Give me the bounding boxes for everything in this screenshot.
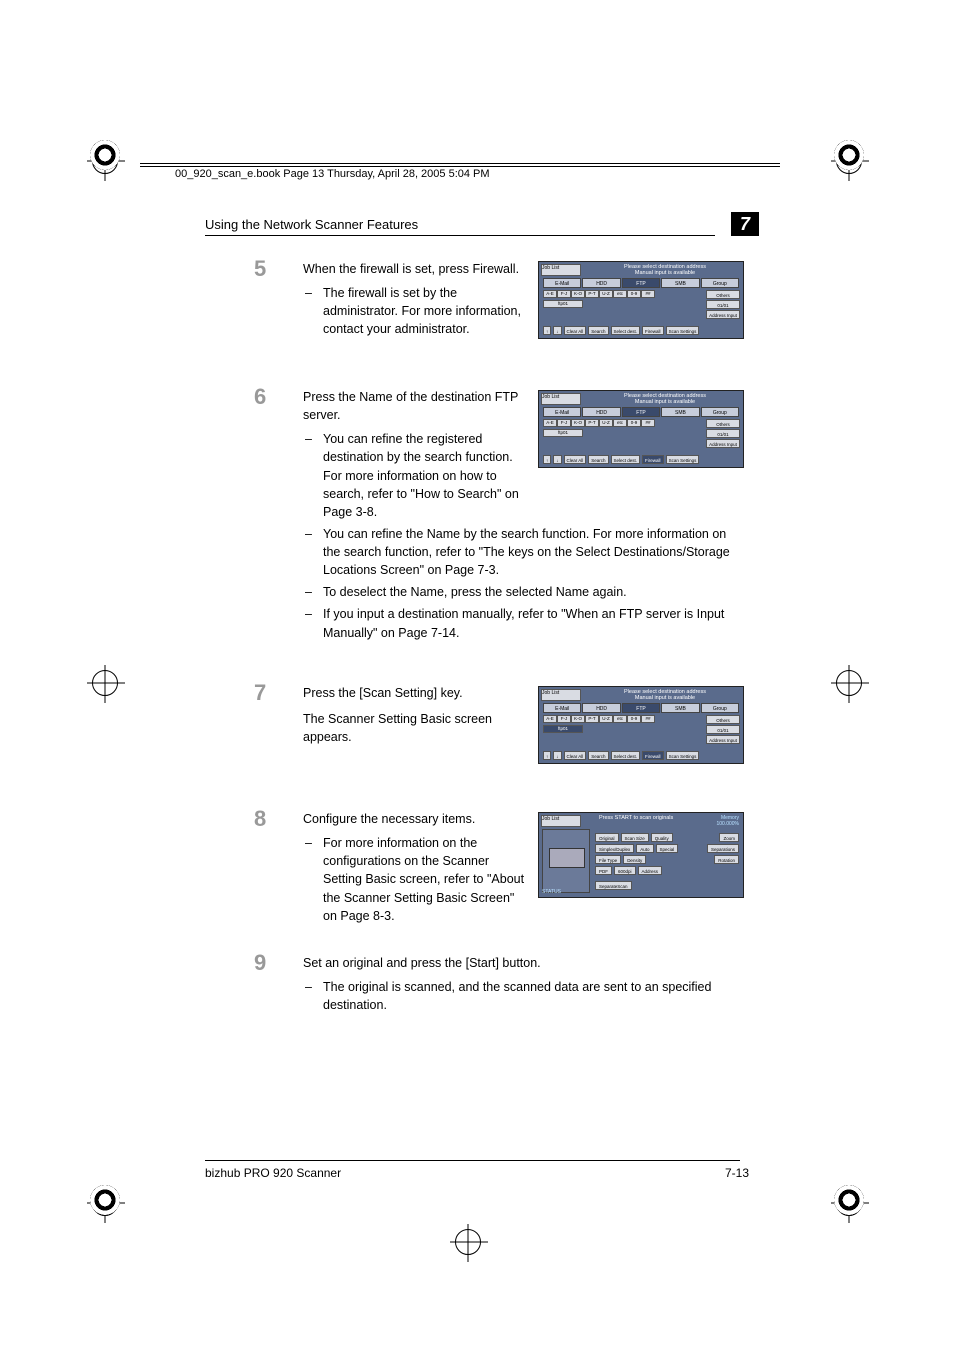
step-text-2: The Scanner Setting Basic screen appears… <box>303 710 528 746</box>
mini-title: Please select destination addressManual … <box>591 689 739 701</box>
step-text: Configure the necessary items. <box>303 810 528 828</box>
step-bullet: To deselect the Name, press the selected… <box>303 583 745 601</box>
mini-thumb <box>549 848 585 868</box>
mini-title: Please select destination addressManual … <box>591 264 739 276</box>
step-number: 5 <box>254 256 266 282</box>
registration-mark-large <box>834 140 864 170</box>
mini-sidebuttons: Others01/01Address Input <box>706 419 740 448</box>
step-text: When the firewall is set, press Firewall… <box>303 260 528 278</box>
registration-mark-large <box>834 1185 864 1215</box>
mini-letter-tabs: A-EF-J K-OP-T U-Zetc 0-9## <box>543 419 655 427</box>
footer-rule <box>205 1160 740 1161</box>
mini-status: STATUS <box>542 889 561 895</box>
mini-joblist: Job List <box>541 393 581 405</box>
step-bullet: The original is scanned, and the scanned… <box>303 978 745 1014</box>
chapter-tab: 7 <box>731 212 759 236</box>
running-header-rule <box>205 235 715 236</box>
registration-mark-large <box>90 140 120 170</box>
mini-tabs: E-MailHDD FTPSMB Group <box>543 278 739 288</box>
registration-mark <box>92 670 118 696</box>
mini-tabs: E-MailHDD FTPSMB Group <box>543 703 739 713</box>
step-text: Set an original and press the [Start] bu… <box>303 954 745 972</box>
screenshot-step7: Job List Please select destination addre… <box>538 686 744 764</box>
step-bullet: You can refine the registered destinatio… <box>303 430 528 521</box>
registration-mark-large <box>90 1185 120 1215</box>
step-text: Press the [Scan Setting] key. <box>303 684 528 702</box>
mini-sidebuttons: Others01/01Address Input <box>706 715 740 744</box>
mini-joblist: Job List <box>541 815 581 827</box>
step-bullet: The firewall is set by the administrator… <box>303 284 528 338</box>
registration-mark <box>455 1229 481 1255</box>
step-text: Press the Name of the destination FTP se… <box>303 388 528 424</box>
step-bullet: For more information on the configuratio… <box>303 834 528 925</box>
step-bullet: If you input a destination manually, ref… <box>303 605 745 641</box>
mini-leftpanel <box>542 829 590 893</box>
page-info-header: 00_920_scan_e.book Page 13 Thursday, Apr… <box>175 168 490 180</box>
screenshot-step5: Job List Please select destination addre… <box>538 261 744 339</box>
mini-letter-tabs: A-EF-J K-OP-T U-Zetc 0-9## <box>543 715 655 723</box>
mini-joblist: Job List <box>541 264 581 276</box>
step-bullet: You can refine the Name by the search fu… <box>303 525 745 579</box>
mini-title: Please select destination addressManual … <box>591 393 739 405</box>
footer-left: bizhub PRO 920 Scanner <box>205 1166 341 1180</box>
mini-rightarea: OriginalScan SizeQualityZoom Simplex/Dup… <box>595 833 739 892</box>
mini-bottom-bar: ↑↓ Clear AllSearch Select dest.Firewall … <box>543 326 739 335</box>
screenshot-step8: Job List Press START to scan originals M… <box>538 812 744 898</box>
mini-joblist: Job List <box>541 689 581 701</box>
mini-entry: ftp01 <box>543 725 583 733</box>
registration-mark <box>836 670 862 696</box>
step-number: 8 <box>254 806 266 832</box>
mini-memory: Memory100.000% <box>716 816 739 827</box>
step-9: 9 Set an original and press the [Start] … <box>255 954 745 1018</box>
screenshot-step6: Job List Please select destination addre… <box>538 390 744 468</box>
mini-entry: ftp01 <box>543 300 583 308</box>
mini-bottom-bar: ↑↓ Clear AllSearch Select dest.Firewall … <box>543 751 739 760</box>
step-number: 6 <box>254 384 266 410</box>
step-number: 7 <box>254 680 266 706</box>
mini-title: Press START to scan originals <box>599 815 693 821</box>
mini-entry: ftp01 <box>543 429 583 437</box>
running-header: Using the Network Scanner Features <box>205 217 418 232</box>
mini-bottom-bar: ↑↓ Clear AllSearch Select dest.Firewall … <box>543 455 739 464</box>
crop-rule-top-outer <box>140 163 780 164</box>
step-number: 9 <box>254 950 266 976</box>
footer-right: 7-13 <box>725 1166 749 1180</box>
mini-tabs: E-MailHDD FTPSMB Group <box>543 407 739 417</box>
mini-letter-tabs: A-EF-J K-OP-T U-Zetc 0-9## <box>543 290 655 298</box>
mini-sidebuttons: Others01/01Address Input <box>706 290 740 319</box>
crop-rule-top-inner <box>140 166 780 167</box>
